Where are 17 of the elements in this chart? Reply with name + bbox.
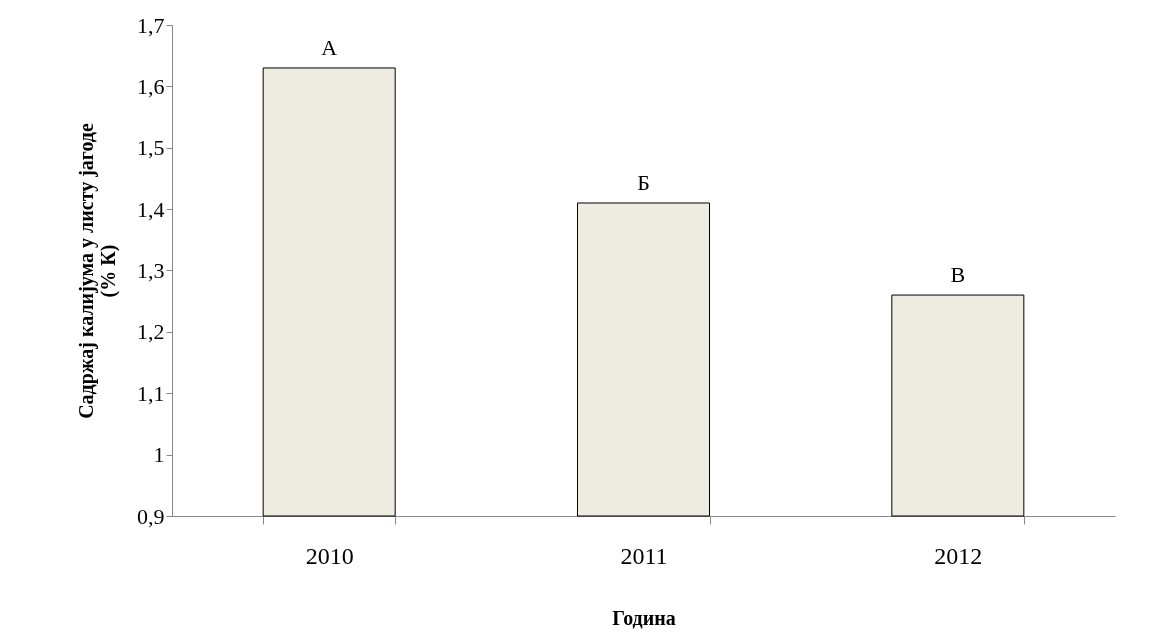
y-tick-label: 1,7 [137,12,165,38]
y-tick-label: 1,6 [137,73,165,99]
y-tick-label: 1,5 [137,135,165,161]
x-tick-label: 2012 [934,542,983,569]
annotation: А [321,34,338,60]
x-tick-label: 2010 [305,542,354,569]
annotation: В [950,262,966,288]
x-tick-label: 2011 [620,542,668,569]
y-tick-label: 0,9 [137,503,165,529]
y-tick-label: 1,4 [137,196,165,222]
y-tick-label: 1,1 [137,380,165,406]
y-tick-label: 1,3 [137,258,165,283]
y-tick-label: 1,2 [137,319,165,345]
y-axis-title: Садржај калијума у листу јагоде (% К) [75,123,120,419]
annotation: Б [637,169,650,195]
x-axis-title: Година [612,606,676,629]
y-tick-label: 1 [153,442,165,468]
